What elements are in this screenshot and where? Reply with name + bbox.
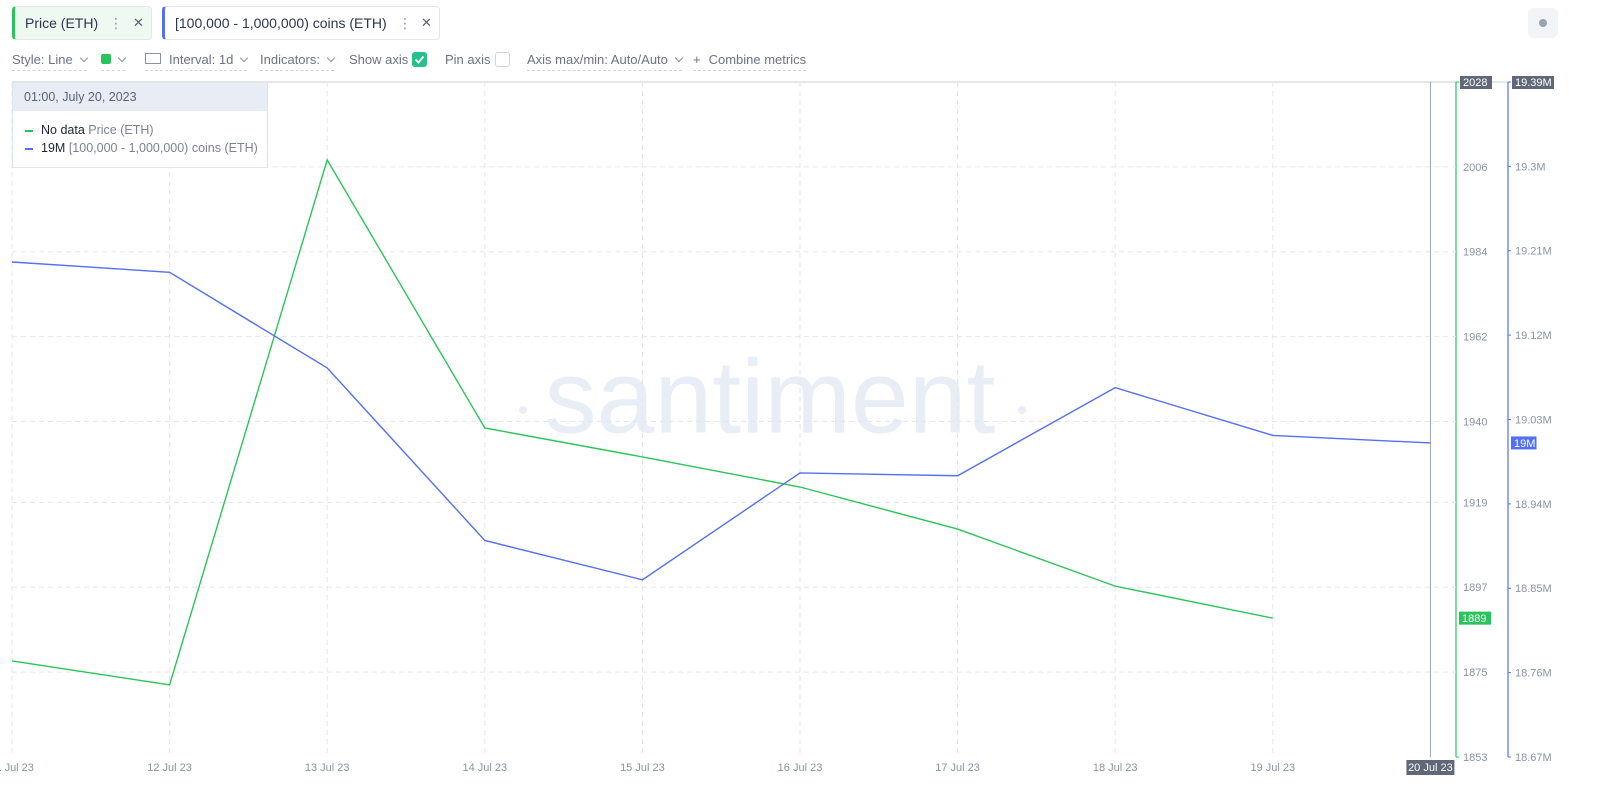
tooltip-row: 19M [100,000 - 1,000,000) coins (ETH) — [25, 141, 258, 155]
y2-tick-label: 19.12M — [1515, 330, 1552, 342]
settings-button[interactable] — [1528, 8, 1558, 38]
x-tick-label: 13 Jul 23 — [305, 762, 350, 774]
tooltip-row: No data Price (ETH) — [25, 123, 154, 137]
check-icon — [414, 55, 425, 64]
checkbox-checked[interactable] — [412, 52, 427, 67]
y2-tick-label: 19.39M — [1515, 77, 1552, 89]
label: Style: Line — [12, 52, 73, 67]
ruler-icon — [145, 53, 161, 64]
y2-tick-label-bg — [1512, 76, 1554, 89]
x-tick-label: 12 Jul 23 — [147, 762, 192, 774]
tab-label: [100,000 - 1,000,000) coins (ETH) — [175, 15, 387, 31]
swatch — [25, 129, 33, 132]
label: Pin axis — [445, 52, 491, 67]
close-icon[interactable]: ✕ — [421, 15, 432, 30]
y-tick-label: 2006 — [1463, 162, 1487, 174]
tooltip: 01:00, July 20, 2023 No data Price (ETH)… — [12, 82, 268, 168]
y-tick-label: 1940 — [1463, 416, 1487, 428]
tooltip-value: No data — [41, 123, 85, 137]
x-tick-label: 16 Jul 23 — [778, 762, 823, 774]
y-tick-label: 1919 — [1463, 497, 1487, 509]
y-tick-label: 1897 — [1463, 582, 1487, 594]
y-tick-label: 2028 — [1463, 77, 1487, 89]
y2-tick-label: 18.67M — [1515, 752, 1552, 764]
y2-tick-label: 19.03M — [1515, 414, 1552, 426]
y2-tick-label: 18.76M — [1515, 668, 1552, 680]
value-label-bg — [1511, 436, 1537, 450]
tab-label: Price (ETH) — [25, 15, 99, 31]
y-tick-label: 1875 — [1463, 667, 1487, 679]
value-label: 19M — [1514, 438, 1535, 450]
label: Combine metrics — [708, 52, 807, 67]
close-icon[interactable]: ✕ — [133, 15, 144, 30]
y2-tick-label: 18.94M — [1515, 499, 1552, 511]
label: Axis max/min: Auto/Auto — [527, 52, 668, 67]
cursor-label-bg — [1406, 760, 1455, 775]
x-tick-label: 15 Jul 23 — [620, 762, 665, 774]
tooltip-series: [100,000 - 1,000,000) coins (ETH) — [68, 141, 258, 155]
watermark: santiment — [545, 339, 996, 455]
label: Indicators: — [260, 52, 320, 67]
y2-tick-label: 19.21M — [1515, 246, 1552, 258]
y-tick-label: 1962 — [1463, 331, 1487, 343]
label: Show axis — [349, 52, 409, 67]
x-tick-label: 19 Jul 23 — [1250, 762, 1295, 774]
show-axis[interactable]: Show axis — [349, 52, 408, 70]
series-line — [11, 261, 1431, 581]
series-line — [11, 158, 1273, 686]
x-tick-label: 11 Jul 23 — [0, 762, 34, 774]
watermark-dot — [519, 406, 527, 414]
swatch — [25, 147, 33, 150]
metric-tab[interactable]: [100,000 - 1,000,000) coins (ETH) ⋮ ✕ — [162, 6, 440, 40]
axis-dropdown[interactable]: Axis max/min: Auto/Auto — [527, 52, 684, 71]
plus-icon: + — [693, 52, 701, 67]
color-dropdown[interactable] — [101, 52, 127, 71]
x-tick-label: 18 Jul 23 — [1093, 762, 1138, 774]
tooltip-title: 01:00, July 20, 2023 — [13, 83, 267, 111]
y2-tick-label: 19.3M — [1515, 161, 1546, 173]
menu-icon[interactable]: ⋮ — [398, 14, 412, 31]
y2-tick-label: 18.85M — [1515, 583, 1552, 595]
interval-dropdown[interactable]: Interval: 1d — [145, 52, 249, 71]
y-tick-label-bg — [1460, 76, 1492, 89]
indicators-dropdown[interactable]: Indicators: — [260, 52, 336, 71]
value-label-bg — [1459, 611, 1491, 625]
color-swatch — [101, 54, 111, 64]
tooltip-value: 19M — [41, 141, 66, 155]
y-tick-label: 1984 — [1463, 247, 1487, 259]
value-label: 1889 — [1462, 613, 1486, 625]
label: Interval: 1d — [169, 52, 234, 67]
dot-icon — [1539, 19, 1547, 27]
x-tick-label: 17 Jul 23 — [935, 762, 980, 774]
x-tick-label: 20 Jul 23 — [1408, 762, 1453, 774]
menu-icon[interactable]: ⋮ — [109, 14, 123, 31]
watermark-dot — [1018, 406, 1026, 414]
style-dropdown[interactable]: Style: Line — [12, 52, 88, 71]
x-tick-label: 14 Jul 23 — [462, 762, 507, 774]
metric-tab[interactable]: Price (ETH) ⋮ ✕ — [12, 6, 152, 40]
checkbox[interactable] — [495, 52, 510, 67]
combine-metrics[interactable]: + Combine metrics — [693, 52, 807, 71]
tooltip-series: Price (ETH) — [88, 123, 154, 137]
y-tick-label: 1853 — [1463, 752, 1487, 764]
pin-axis[interactable]: Pin axis — [445, 52, 491, 70]
